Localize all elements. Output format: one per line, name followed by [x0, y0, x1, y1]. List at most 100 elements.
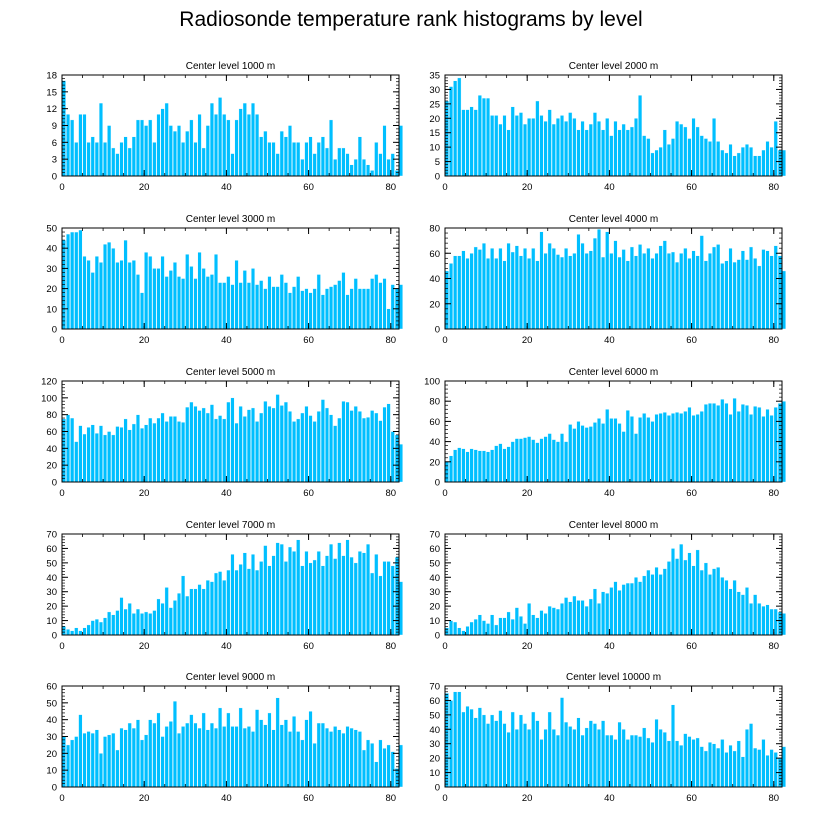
histogram-bar — [691, 118, 696, 177]
histogram-bar — [246, 114, 251, 177]
histogram-bar — [370, 278, 375, 330]
histogram-bar — [679, 744, 684, 788]
histogram-bar — [753, 594, 758, 636]
y-tick-label: 70 — [46, 530, 57, 541]
histogram-bar — [638, 736, 643, 788]
histogram-bar — [494, 624, 499, 636]
histogram-bar — [374, 142, 379, 177]
histogram-bar — [135, 119, 140, 177]
histogram-bar — [642, 575, 647, 636]
histogram-bar — [531, 439, 536, 483]
x-tick-label: 20 — [522, 488, 533, 499]
histogram-bar — [123, 239, 128, 330]
histogram-bar — [144, 125, 149, 177]
histogram-bar — [144, 734, 149, 788]
histogram-bar — [670, 251, 676, 330]
histogram-bar — [601, 129, 606, 177]
histogram-bar — [238, 282, 243, 330]
histogram-bar — [461, 109, 466, 177]
histogram-bar — [621, 584, 626, 636]
histogram-bar — [481, 620, 486, 636]
histogram-bar — [119, 597, 124, 636]
histogram-bar — [345, 153, 350, 177]
histogram-bar — [164, 421, 169, 483]
histogram-bar — [564, 441, 569, 483]
histogram-bar — [218, 571, 223, 636]
histogram-bar — [683, 247, 688, 330]
histogram-bar — [629, 734, 634, 788]
x-tick-label: 0 — [442, 641, 447, 652]
histogram-bar — [457, 691, 462, 788]
y-tick-label: 15 — [46, 87, 57, 98]
histogram-bar — [324, 727, 329, 788]
histogram-bar — [320, 722, 325, 788]
histogram-bar — [201, 268, 206, 330]
histogram-bar — [329, 119, 334, 177]
histogram-bar — [666, 253, 671, 330]
histogram-bar — [539, 739, 544, 788]
histogram-bar — [547, 605, 552, 636]
histogram-bar — [728, 744, 733, 788]
x-tick-label: 40 — [221, 793, 232, 804]
histogram-bar — [271, 407, 276, 483]
histogram-bar — [390, 284, 395, 330]
histogram-bar — [86, 260, 91, 330]
histogram-bar — [592, 112, 597, 177]
histogram-bar — [765, 755, 770, 788]
histogram-bar — [518, 714, 523, 788]
histogram-bar — [629, 416, 634, 483]
histogram-bar — [123, 136, 128, 177]
histogram-bar — [296, 142, 301, 177]
histogram-bar — [398, 443, 403, 483]
histogram-bar — [597, 229, 602, 330]
histogram-bar — [757, 603, 762, 636]
histogram-bar — [560, 697, 565, 788]
histogram-bar — [398, 581, 403, 636]
histogram-bar — [514, 607, 519, 636]
histogram-bar — [300, 739, 305, 788]
histogram-bar — [238, 564, 243, 636]
histogram-bar — [658, 729, 663, 788]
histogram-bar — [749, 414, 754, 483]
histogram-bar — [712, 246, 717, 330]
histogram-bar — [749, 603, 754, 636]
histogram-bar — [172, 700, 177, 788]
histogram-bar — [469, 106, 474, 177]
histogram-bar — [617, 256, 622, 330]
y-tick-label: 50 — [46, 224, 57, 235]
histogram-bar — [736, 152, 741, 177]
histogram-bar — [382, 278, 387, 330]
histogram-bar — [390, 565, 395, 636]
histogram-bar — [691, 250, 696, 330]
x-tick-label: 80 — [385, 182, 396, 193]
histogram-bar — [259, 561, 264, 636]
histogram-bar — [127, 603, 132, 636]
histogram-bar — [584, 605, 589, 636]
histogram-bar — [135, 719, 140, 788]
x-tick-label: 60 — [686, 182, 697, 193]
histogram-bar — [502, 115, 507, 177]
histogram-bar — [135, 274, 140, 330]
histogram-bar — [300, 158, 305, 177]
histogram-bar — [601, 423, 606, 483]
histogram-bar — [444, 627, 449, 636]
histogram-bar — [177, 276, 182, 330]
histogram-bar — [584, 427, 589, 483]
histogram-bar — [82, 627, 87, 636]
histogram-bar — [646, 569, 651, 636]
histogram-bar — [78, 229, 83, 330]
histogram-bar — [271, 142, 276, 177]
y-tick-label: 20 — [46, 602, 57, 613]
histogram-bar — [341, 732, 346, 788]
histogram-bar — [246, 282, 251, 330]
chart-panel-2: Center level 2000 m 0 20 40 60 80 0 5 10 15 20 25 30… — [429, 61, 786, 193]
histogram-bar — [716, 405, 721, 483]
histogram-bar — [584, 129, 589, 177]
histogram-bar — [473, 109, 478, 177]
histogram-bar — [156, 417, 161, 483]
histogram-bar — [670, 704, 676, 788]
histogram-bar — [609, 418, 614, 483]
histogram-bar — [337, 280, 342, 330]
histogram-bar — [218, 282, 223, 330]
histogram-bar — [103, 243, 108, 330]
